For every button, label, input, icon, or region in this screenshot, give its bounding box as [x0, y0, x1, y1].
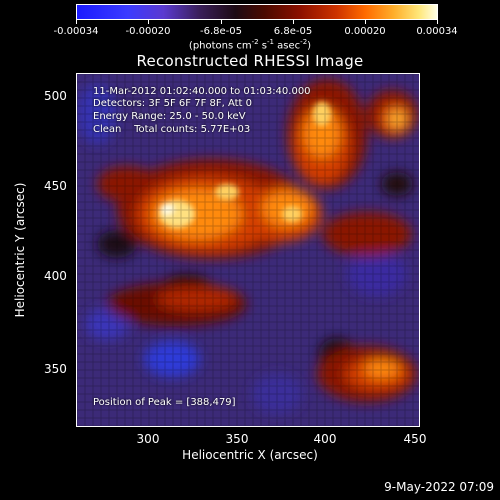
- y-tick-label: 450: [44, 179, 67, 193]
- colorbar-tick-label: 0.00020: [344, 26, 386, 37]
- colorbar-tick-label: -0.00020: [125, 26, 171, 37]
- colorbar-tick-label: -0.00034: [53, 26, 99, 37]
- y-axis-label: Heliocentric Y (arcsec): [13, 182, 27, 318]
- timestamp: 9-May-2022 07:09: [384, 480, 494, 494]
- colorbar-tick: [148, 20, 149, 24]
- colorbar-tick-label: 0.00034: [416, 26, 458, 37]
- colorbar: [76, 4, 438, 20]
- y-tick-label: 500: [44, 89, 67, 103]
- time-range: 11-Mar-2012 01:02:40.000 to 01:03:40.000: [93, 86, 311, 97]
- emission-map: [77, 74, 419, 426]
- rhessi-image: 11-Mar-2012 01:02:40.000 to 01:03:40.000…: [76, 73, 420, 427]
- x-tick-label: 300: [136, 432, 160, 446]
- colorbar-tick: [365, 20, 366, 24]
- detectors-info: Detectors: 3F 5F 6F 7F 8F, Att 0: [93, 98, 253, 109]
- x-tick-label: 400: [313, 432, 337, 446]
- colorbar-tick: [437, 20, 438, 24]
- colorbar-tick: [76, 20, 77, 24]
- x-tick-label: 350: [225, 432, 249, 446]
- colorbar-units: (photons cm-2 s-1 asec-2): [188, 38, 312, 52]
- colorbar-tick-label: -6.8e-05: [200, 26, 242, 37]
- image-title: Reconstructed RHESSI Image: [136, 52, 364, 70]
- energy-range: Energy Range: 25.0 - 50.0 keV: [93, 111, 246, 122]
- y-tick-label: 400: [44, 269, 67, 283]
- y-tick-label: 350: [44, 362, 67, 376]
- colorbar-tick: [293, 20, 294, 24]
- peak-position: Position of Peak = [388,479]: [93, 397, 236, 408]
- x-axis-label: Heliocentric X (arcsec): [182, 448, 318, 462]
- clean-counts: Clean Total counts: 5.77E+03: [93, 124, 251, 135]
- x-tick-label: 450: [403, 432, 427, 446]
- colorbar-tick-label: 6.8e-05: [273, 26, 313, 37]
- colorbar-tick: [221, 20, 222, 24]
